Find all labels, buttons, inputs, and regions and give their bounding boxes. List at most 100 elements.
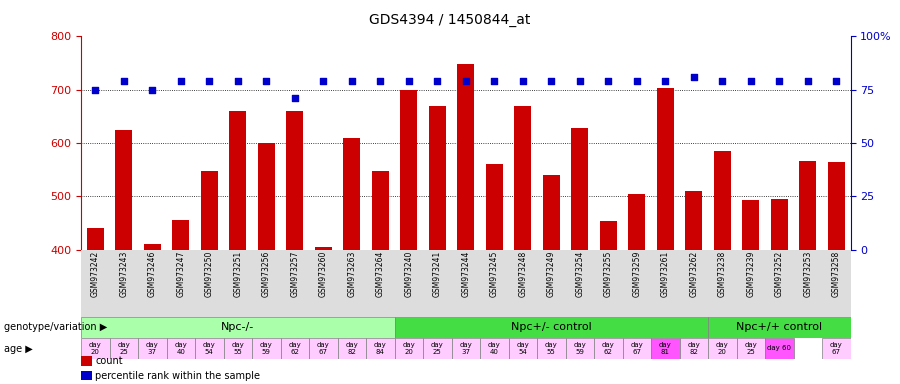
Point	[174, 78, 188, 84]
Text: day
67: day 67	[830, 342, 842, 355]
Point	[601, 78, 616, 84]
Bar	[714, 151, 731, 250]
Point	[829, 78, 843, 84]
Text: day 60: day 60	[767, 346, 791, 351]
Text: Npc+/- control: Npc+/- control	[511, 322, 591, 333]
Bar	[765, 338, 794, 359]
Text: GSM973240: GSM973240	[404, 251, 413, 297]
Text: day
81: day 81	[659, 342, 671, 355]
Text: Npc+/+ control: Npc+/+ control	[736, 322, 823, 333]
Bar	[537, 338, 565, 359]
Point	[772, 78, 787, 84]
Bar	[315, 247, 332, 250]
Point	[743, 78, 758, 84]
Point	[544, 78, 558, 84]
Text: GSM973253: GSM973253	[803, 251, 812, 297]
Point	[430, 78, 445, 84]
Point	[630, 78, 644, 84]
Text: day
40: day 40	[175, 342, 187, 355]
Text: day
59: day 59	[260, 342, 273, 355]
Point	[401, 78, 416, 84]
Text: day
82: day 82	[688, 342, 700, 355]
Point	[202, 78, 217, 84]
Bar	[799, 161, 816, 250]
Point	[715, 78, 729, 84]
Bar	[628, 194, 645, 250]
Bar	[543, 175, 560, 250]
Text: GSM973247: GSM973247	[176, 251, 185, 297]
Bar	[572, 128, 589, 250]
Bar	[172, 220, 189, 250]
Text: GSM973263: GSM973263	[347, 251, 356, 297]
Text: GSM973260: GSM973260	[319, 251, 328, 297]
Text: GSM973256: GSM973256	[262, 251, 271, 297]
Text: GSM973258: GSM973258	[832, 251, 841, 297]
Text: day
82: day 82	[346, 342, 358, 355]
Point	[259, 78, 274, 84]
Text: GSM973264: GSM973264	[376, 251, 385, 297]
Text: GSM973262: GSM973262	[689, 251, 698, 297]
Text: GSM973261: GSM973261	[661, 251, 670, 297]
Text: GSM973252: GSM973252	[775, 251, 784, 297]
Bar	[770, 199, 788, 250]
Bar	[708, 338, 736, 359]
Bar	[428, 106, 446, 250]
Bar	[81, 250, 850, 317]
Bar	[81, 338, 110, 359]
Bar	[708, 317, 850, 338]
Point	[288, 95, 302, 101]
Bar	[599, 221, 616, 250]
Text: GDS4394 / 1450844_at: GDS4394 / 1450844_at	[369, 13, 531, 27]
Bar	[685, 191, 702, 250]
Text: day
54: day 54	[517, 342, 529, 355]
Bar	[115, 130, 132, 250]
Bar	[201, 171, 218, 250]
Bar	[452, 338, 480, 359]
Text: GSM973255: GSM973255	[604, 251, 613, 297]
Bar	[828, 162, 845, 250]
Text: day
37: day 37	[146, 342, 158, 355]
Bar	[486, 164, 503, 250]
Bar	[366, 338, 394, 359]
Text: day
62: day 62	[602, 342, 615, 355]
Text: percentile rank within the sample: percentile rank within the sample	[95, 371, 260, 381]
Bar	[195, 338, 223, 359]
Bar	[230, 111, 247, 250]
Point	[373, 78, 387, 84]
Text: day
40: day 40	[488, 342, 500, 355]
Bar	[86, 228, 104, 250]
Bar	[508, 338, 537, 359]
Text: GSM973257: GSM973257	[290, 251, 299, 297]
Point	[117, 78, 131, 84]
Text: day
20: day 20	[716, 342, 729, 355]
Text: day
25: day 25	[431, 342, 444, 355]
Point	[345, 78, 359, 84]
Point	[687, 74, 701, 80]
Text: day
54: day 54	[202, 342, 216, 355]
Bar	[394, 317, 708, 338]
Text: GSM973238: GSM973238	[718, 251, 727, 297]
Bar	[457, 64, 474, 250]
Text: day
37: day 37	[459, 342, 472, 355]
Bar	[281, 338, 309, 359]
Bar	[252, 338, 281, 359]
Bar	[742, 200, 760, 250]
Bar	[514, 106, 531, 250]
Text: day
84: day 84	[374, 342, 387, 355]
Text: GSM973245: GSM973245	[490, 251, 499, 297]
Bar	[138, 338, 166, 359]
Bar	[400, 90, 418, 250]
Text: GSM973248: GSM973248	[518, 251, 527, 297]
Bar	[286, 111, 303, 250]
Text: day
67: day 67	[317, 342, 329, 355]
Text: day
59: day 59	[573, 342, 586, 355]
Bar	[680, 338, 708, 359]
Text: day
25: day 25	[117, 342, 130, 355]
Text: day
62: day 62	[288, 342, 302, 355]
Bar	[110, 338, 138, 359]
Text: count: count	[95, 356, 123, 366]
Text: day
20: day 20	[89, 342, 102, 355]
Text: Npc-/-: Npc-/-	[221, 322, 255, 333]
Bar	[565, 338, 594, 359]
Text: GSM973239: GSM973239	[746, 251, 755, 297]
